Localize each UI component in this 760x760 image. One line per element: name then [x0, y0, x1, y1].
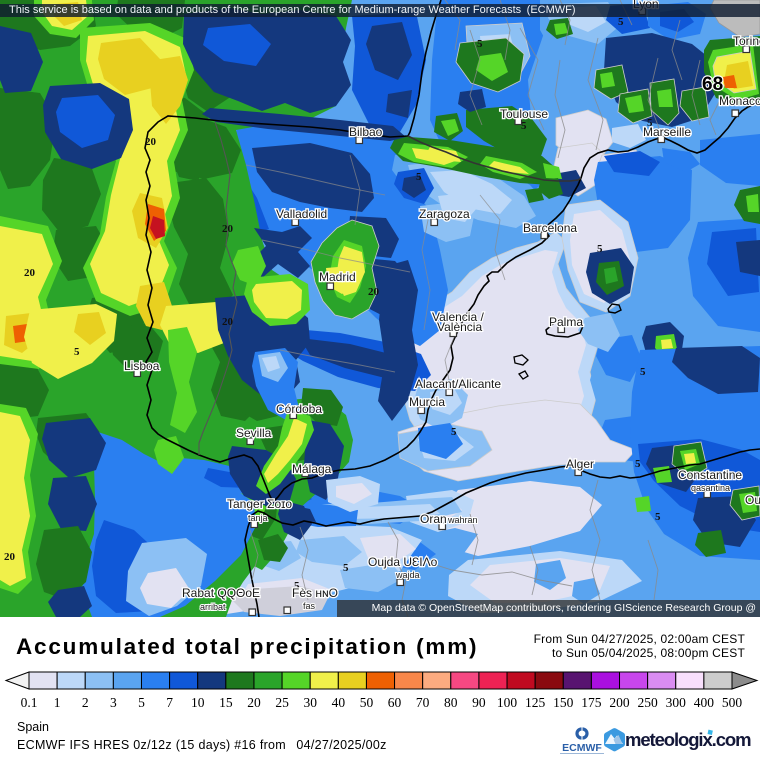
- svg-text:meteologix.com: meteologix.com: [625, 729, 751, 750]
- svg-text:Ou: Ou: [745, 493, 760, 507]
- svg-text:5: 5: [343, 562, 349, 574]
- svg-text:Valencia /: Valencia /: [432, 310, 484, 324]
- svg-text:Alacant/Alicante: Alacant/Alicante: [415, 377, 501, 391]
- svg-text:Fès ʜɴO: Fès ʜɴO: [292, 586, 338, 600]
- svg-text:40: 40: [332, 695, 346, 710]
- svg-text:Oujda UƐIΛo: Oujda UƐIΛo: [368, 555, 438, 569]
- svg-text:València: València: [437, 320, 482, 334]
- svg-text:20: 20: [222, 316, 234, 328]
- svg-text:200: 200: [609, 695, 630, 710]
- svg-text:Murcia: Murcia: [409, 395, 445, 409]
- svg-text:fas: fas: [303, 601, 316, 611]
- svg-text:5: 5: [640, 366, 646, 378]
- svg-text:500: 500: [722, 695, 743, 710]
- svg-text:Monaco: Monaco: [719, 94, 760, 108]
- svg-text:90: 90: [472, 695, 486, 710]
- svg-text:5: 5: [74, 346, 80, 358]
- svg-text:20: 20: [368, 286, 380, 298]
- svg-text:arribat: arribat: [200, 602, 226, 612]
- svg-text:70: 70: [416, 695, 430, 710]
- svg-text:20: 20: [222, 223, 234, 235]
- svg-text:5: 5: [451, 426, 457, 438]
- svg-text:Palma: Palma: [549, 315, 583, 329]
- svg-text:wahran: wahran: [447, 515, 478, 525]
- svg-text:7: 7: [166, 695, 173, 710]
- svg-text:20: 20: [24, 267, 36, 279]
- svg-text:5: 5: [294, 580, 300, 592]
- svg-text:Bilbao: Bilbao: [349, 125, 383, 139]
- svg-text:50: 50: [360, 695, 374, 710]
- svg-text:2: 2: [82, 695, 89, 710]
- svg-text:80: 80: [444, 695, 458, 710]
- svg-text:wajda: wajda: [395, 570, 420, 580]
- svg-text:30: 30: [303, 695, 317, 710]
- svg-text:0.1: 0.1: [21, 695, 38, 710]
- svg-text:125: 125: [525, 695, 546, 710]
- svg-text:100: 100: [497, 695, 518, 710]
- svg-text:400: 400: [694, 695, 715, 710]
- svg-text:Córdoba: Córdoba: [276, 402, 322, 416]
- svg-text:Constantine: Constantine: [678, 468, 742, 482]
- svg-text:5: 5: [597, 243, 603, 255]
- svg-text:Toulouse: Toulouse: [500, 107, 548, 121]
- svg-text:1: 1: [54, 695, 61, 710]
- svg-text:20: 20: [247, 695, 261, 710]
- svg-text:Rabat QQΘoE: Rabat QQΘoE: [182, 586, 260, 600]
- svg-text:20: 20: [4, 551, 16, 563]
- svg-text:5: 5: [521, 120, 527, 132]
- svg-text:tanja: tanja: [248, 513, 268, 523]
- svg-text:Sevilla: Sevilla: [236, 426, 272, 440]
- svg-text:Torino: Torino: [733, 34, 760, 48]
- svg-text:Málaga: Málaga: [292, 462, 332, 476]
- svg-text:5: 5: [635, 458, 641, 470]
- svg-text:5: 5: [618, 16, 624, 28]
- svg-text:3: 3: [110, 695, 117, 710]
- svg-text:qasantina: qasantina: [691, 483, 730, 493]
- svg-text:20: 20: [145, 136, 157, 148]
- svg-text:300: 300: [666, 695, 687, 710]
- svg-text:Lisboa: Lisboa: [124, 359, 160, 373]
- svg-text:5: 5: [647, 117, 653, 129]
- svg-text:15: 15: [219, 695, 233, 710]
- svg-text:60: 60: [388, 695, 402, 710]
- svg-text:Valladolid: Valladolid: [276, 207, 327, 221]
- svg-text:Madrid: Madrid: [319, 270, 356, 284]
- svg-text:5: 5: [416, 171, 422, 183]
- svg-text:Alger: Alger: [566, 457, 594, 471]
- svg-text:ECMWF: ECMWF: [562, 742, 602, 754]
- svg-text:Oran: Oran: [420, 512, 447, 526]
- svg-text:5: 5: [655, 511, 661, 523]
- svg-text:10: 10: [191, 695, 205, 710]
- svg-text:68: 68: [702, 74, 723, 95]
- svg-text:Tanger Σoɪo: Tanger Σoɪo: [227, 497, 292, 511]
- svg-text:150: 150: [553, 695, 574, 710]
- svg-text:Zaragoza: Zaragoza: [419, 207, 470, 221]
- svg-text:5: 5: [138, 695, 145, 710]
- svg-text:25: 25: [275, 695, 289, 710]
- svg-text:175: 175: [581, 695, 602, 710]
- svg-text:5: 5: [477, 38, 483, 50]
- svg-text:Marseille: Marseille: [643, 125, 691, 139]
- svg-text:250: 250: [638, 695, 659, 710]
- svg-text:Barcelona: Barcelona: [523, 221, 577, 235]
